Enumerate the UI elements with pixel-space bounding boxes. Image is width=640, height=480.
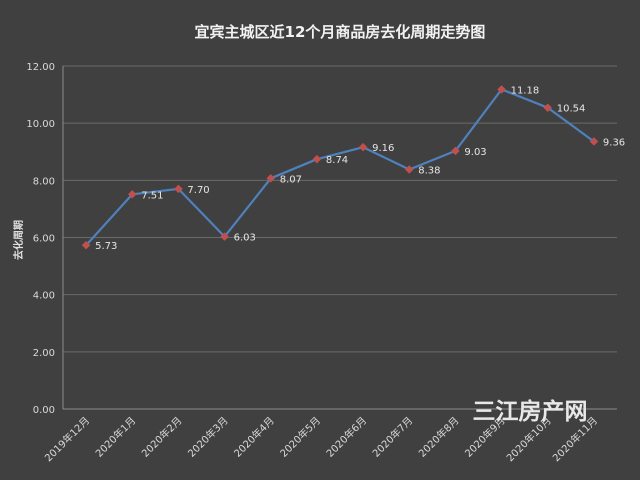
x-tick-label: 2020年8月 bbox=[416, 414, 462, 460]
y-axis-label: 去化周期 bbox=[12, 220, 25, 260]
x-tick-label: 2020年1月 bbox=[93, 414, 139, 460]
data-point bbox=[451, 146, 460, 156]
data-point bbox=[174, 184, 183, 194]
x-tick-label: 2020年6月 bbox=[323, 414, 369, 460]
data-label: 5.73 bbox=[95, 241, 117, 252]
gridlines bbox=[62, 65, 617, 410]
y-tick-label: 12.00 bbox=[26, 62, 55, 73]
data-label: 8.74 bbox=[326, 155, 348, 166]
y-tick-label: 6.00 bbox=[33, 234, 55, 245]
data-point bbox=[81, 240, 91, 250]
x-tick-label: 2020年3月 bbox=[185, 414, 231, 460]
data-label: 9.36 bbox=[603, 137, 625, 148]
chart-title: 宜宾主城区近12个月商品房去化周期走势图 bbox=[195, 23, 486, 41]
x-tick-label: 2020年2月 bbox=[139, 414, 185, 460]
y-axis-ticks: 0.00 2.00 4.00 6.00 8.00 10.00 12.00 bbox=[26, 62, 55, 416]
data-label: 8.07 bbox=[280, 174, 302, 185]
y-tick-label: 0.00 bbox=[33, 405, 55, 416]
data-point bbox=[266, 173, 276, 183]
data-label: 9.03 bbox=[464, 147, 486, 158]
data-label: 11.18 bbox=[511, 85, 540, 96]
data-label: 8.38 bbox=[418, 165, 440, 176]
y-tick-label: 2.00 bbox=[33, 348, 55, 359]
y-tick-label: 8.00 bbox=[33, 176, 55, 187]
y-tick-label: 10.00 bbox=[26, 119, 55, 130]
data-label: 7.70 bbox=[187, 185, 209, 196]
y-tick-label: 4.00 bbox=[33, 291, 55, 302]
watermark: 三江房产网 bbox=[473, 398, 588, 425]
data-point bbox=[543, 103, 553, 113]
data-labels: 5.73 7.51 7.70 6.03 8.07 8.74 9.16 8.38 9.03 11.1… bbox=[95, 85, 625, 252]
data-point bbox=[220, 232, 229, 241]
x-tick-label: 2019年12月 bbox=[42, 414, 92, 464]
data-point bbox=[404, 165, 414, 174]
data-label: 7.51 bbox=[141, 190, 163, 201]
x-tick-label: 2020年4月 bbox=[231, 414, 277, 460]
data-label: 6.03 bbox=[234, 233, 256, 244]
data-point bbox=[312, 154, 322, 164]
data-point bbox=[127, 189, 137, 199]
data-markers bbox=[81, 85, 599, 250]
data-label: 9.16 bbox=[372, 143, 394, 154]
data-point bbox=[589, 137, 599, 146]
x-tick-label: 2020年5月 bbox=[277, 414, 323, 460]
x-tick-label: 2020年7月 bbox=[370, 414, 416, 460]
series-line bbox=[85, 88, 595, 246]
data-point bbox=[497, 85, 506, 94]
data-label: 10.54 bbox=[557, 104, 586, 115]
data-point bbox=[358, 142, 368, 152]
